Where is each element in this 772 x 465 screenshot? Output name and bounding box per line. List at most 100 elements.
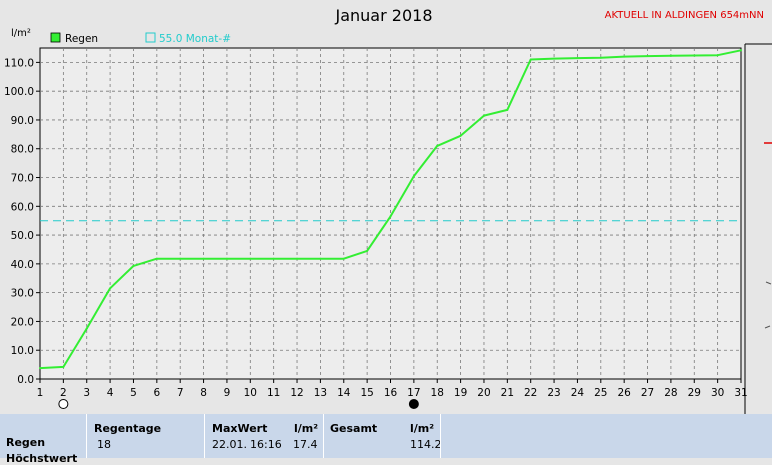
stats-empty-area <box>441 414 772 458</box>
y-tick-label: 80.0 <box>11 144 34 156</box>
x-tick-label: 20 <box>477 387 490 399</box>
y-tick-label: 0.0 <box>17 374 34 386</box>
data-point <box>740 49 742 52</box>
data-point <box>109 287 112 290</box>
data-point <box>482 114 485 117</box>
row-label: Regen <box>6 436 46 449</box>
full-moon-icon <box>58 399 69 409</box>
regentage-header: Regentage <box>94 422 162 435</box>
data-point <box>529 58 532 61</box>
data-point <box>506 108 509 111</box>
data-point <box>366 249 369 252</box>
data-point <box>225 257 228 260</box>
x-tick-label: 8 <box>200 387 207 399</box>
data-point <box>576 57 579 60</box>
x-tick-label: 7 <box>177 387 184 399</box>
x-tick-label: 28 <box>664 387 677 399</box>
data-point <box>319 257 322 260</box>
rain-chart: Januar 2018 AKTUELL IN ALDINGEN 654mNN l… <box>4 6 772 414</box>
gesamt-header: Gesamt <box>330 422 378 435</box>
chart-title: Januar 2018 <box>335 6 433 25</box>
grid <box>40 48 741 379</box>
x-tick-label: 12 <box>290 387 303 399</box>
data-point <box>553 57 556 60</box>
data-point <box>693 54 696 57</box>
x-tick-label: 9 <box>224 387 231 399</box>
moon-phase-markers <box>58 399 419 409</box>
x-axis-ticks: 1 2 3 4 5 6 7 8 9 10 11 12 13 14 15 16 17 18 19 20 21 22 23 24 2… <box>37 379 748 399</box>
legend-label-regen: Regen <box>65 33 98 45</box>
x-tick-label: 21 <box>501 387 514 399</box>
data-point <box>436 144 439 147</box>
legend: Regen 55.0 Monat-# <box>50 32 231 45</box>
maxwert-time: 16:16 <box>250 438 282 451</box>
legend-label-reference: 55.0 Monat-# <box>159 33 231 45</box>
x-tick-label: 4 <box>107 387 114 399</box>
y-tick-label: 40.0 <box>11 259 34 271</box>
y-tick-label: 50.0 <box>11 230 34 242</box>
data-point <box>132 264 135 267</box>
data-point <box>62 365 65 368</box>
y-tick-label: 10.0 <box>11 345 34 357</box>
x-tick-label: 24 <box>571 387 585 399</box>
x-tick-label: 14 <box>337 387 351 399</box>
data-point <box>669 54 672 57</box>
data-point <box>202 257 205 260</box>
x-tick-label: 17 <box>407 387 420 399</box>
maxwert-date: 22.01. <box>212 438 247 451</box>
y-tick-label: 60.0 <box>11 201 34 213</box>
x-tick-label: 25 <box>594 387 607 399</box>
x-tick-label: 29 <box>688 387 701 399</box>
gesamt-value: 114.2 <box>410 438 442 451</box>
legend-swatch-regen <box>50 32 61 43</box>
new-moon-icon <box>408 399 419 409</box>
data-point <box>155 257 158 260</box>
regentage-value: 18 <box>97 438 111 451</box>
data-point <box>389 215 392 218</box>
x-tick-label: 15 <box>360 387 373 399</box>
x-tick-label: 22 <box>524 387 537 399</box>
stats-maxwert: MaxWert l/m² 22.01. 16:16 17.4 <box>205 414 323 458</box>
data-point <box>342 257 345 260</box>
x-tick-label: 1 <box>37 387 44 399</box>
data-point <box>646 55 649 58</box>
data-point <box>623 55 626 58</box>
x-tick-label: 11 <box>267 387 280 399</box>
x-tick-label: 30 <box>711 387 724 399</box>
statistics-panel: Regen Höchstwert Regentage 18 MaxWert l/… <box>0 414 772 465</box>
data-point <box>85 327 88 330</box>
y-tick-label: 110.0 <box>4 57 34 69</box>
x-tick-label: 27 <box>641 387 654 399</box>
gesamt-unit: l/m² <box>410 422 435 435</box>
data-point <box>459 134 462 137</box>
y-tick-label: 70.0 <box>11 173 34 185</box>
x-tick-label: 31 <box>734 387 747 399</box>
x-tick-label: 18 <box>431 387 444 399</box>
x-tick-label: 6 <box>153 387 160 399</box>
x-tick-label: 5 <box>130 387 137 399</box>
x-tick-label: 19 <box>454 387 467 399</box>
data-point <box>249 257 252 260</box>
station-label: AKTUELL IN ALDINGEN 654mNN <box>605 10 764 21</box>
y-tick-label: 100.0 <box>4 86 34 98</box>
x-tick-label: 16 <box>384 387 398 399</box>
x-tick-label: 3 <box>83 387 90 399</box>
data-point <box>179 257 182 260</box>
x-tick-label: 10 <box>244 387 257 399</box>
y-axis-unit: l/m² <box>11 28 31 39</box>
data-point <box>599 56 602 59</box>
x-tick-label: 26 <box>617 387 631 399</box>
legend-swatch-reference <box>145 32 156 43</box>
stats-label-column: Regen Höchstwert <box>0 414 86 465</box>
next-row-label: Höchstwert <box>6 452 78 465</box>
data-point <box>39 367 41 370</box>
data-point <box>716 54 719 57</box>
data-point <box>296 257 299 260</box>
maxwert-unit: l/m² <box>294 422 319 435</box>
maxwert-header: MaxWert <box>212 422 268 435</box>
y-axis-ticks: 0.0 10.0 20.0 30.0 40.0 50.0 60.0 70.0 80.0 90.0 1… <box>4 57 40 386</box>
data-point <box>272 257 275 260</box>
stats-gesamt: Gesamt l/m² 114.2 <box>324 414 442 458</box>
data-point <box>412 175 415 178</box>
maxwert-value: 17.4 <box>293 438 318 451</box>
